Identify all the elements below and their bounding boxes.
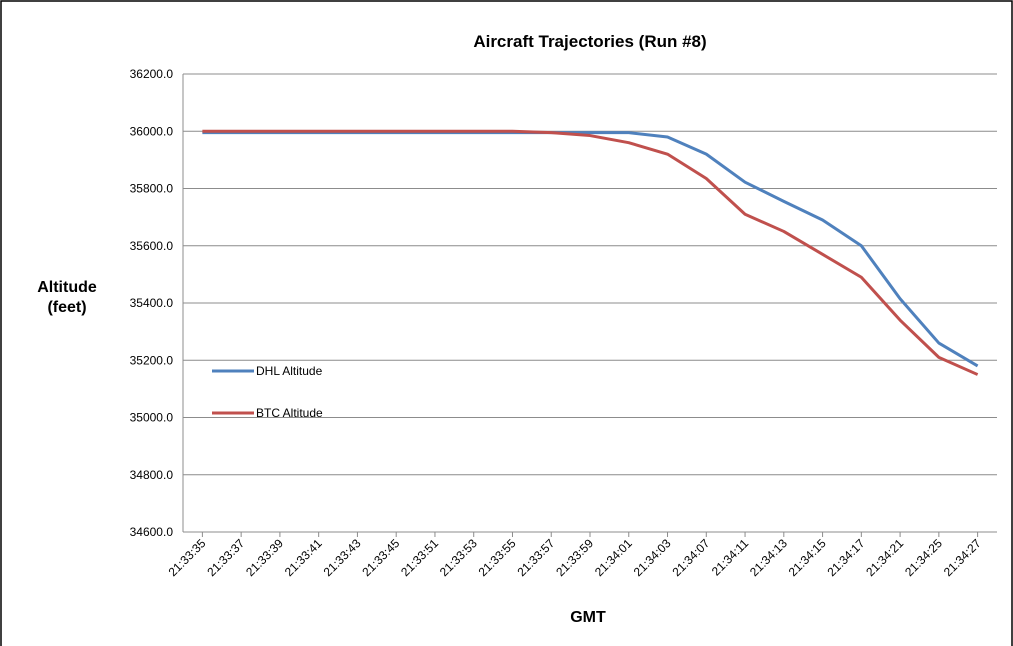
y-tick-label: 36200.0 [130, 67, 174, 81]
x-tick-label: 21:33:45 [359, 536, 402, 579]
x-tick-label: 21:33:51 [398, 536, 441, 579]
x-tick-label: 21:34:17 [825, 536, 868, 579]
chart-title: Aircraft Trajectories (Run #8) [473, 32, 706, 51]
x-tick-label: 21:34:07 [669, 536, 712, 579]
y-tick-label: 34800.0 [130, 468, 174, 482]
x-tick-label: 21:33:39 [243, 536, 286, 579]
x-tick-label: 21:33:41 [282, 536, 325, 579]
x-tick-label: 21:34:11 [709, 536, 752, 579]
y-axis-title: Altitude (feet) [37, 279, 97, 316]
y-tick-label: 35000.0 [130, 411, 174, 425]
x-tick-label: 21:33:35 [166, 536, 209, 579]
y-tick-label: 35800.0 [130, 182, 174, 196]
x-tick-label: 21:34:03 [631, 536, 674, 579]
y-tick-label: 34600.0 [130, 525, 174, 539]
legend-label: DHL Altitude [256, 364, 323, 378]
x-tick-label: 21:34:13 [747, 536, 790, 579]
x-tick-label: 21:34:27 [941, 536, 984, 579]
series-line [202, 131, 979, 368]
x-tick-label: 21:33:43 [321, 536, 364, 579]
x-tick-label: 21:33:59 [553, 536, 596, 579]
legend-label: BTC Altitude [256, 406, 323, 420]
x-tick-label: 21:34:15 [786, 536, 829, 579]
y-tick-label: 35600.0 [130, 239, 174, 253]
y-tick-label: 36000.0 [130, 124, 174, 138]
x-axis-title: GMT [570, 609, 606, 626]
x-tick-label: 21:34:21 [863, 536, 906, 579]
x-tick-label: 21:34:25 [902, 536, 945, 579]
y-tick-label: 35200.0 [130, 353, 174, 367]
x-tick-label: 21:33:55 [476, 536, 519, 579]
x-tick-label: 21:33:37 [204, 536, 247, 579]
y-tick-label: 35400.0 [130, 296, 174, 310]
x-tick-label: 21:34:01 [592, 536, 635, 579]
x-tick-label: 21:33:53 [437, 536, 480, 579]
x-tick-label: 21:33:57 [514, 536, 557, 579]
series-line [202, 129, 979, 376]
